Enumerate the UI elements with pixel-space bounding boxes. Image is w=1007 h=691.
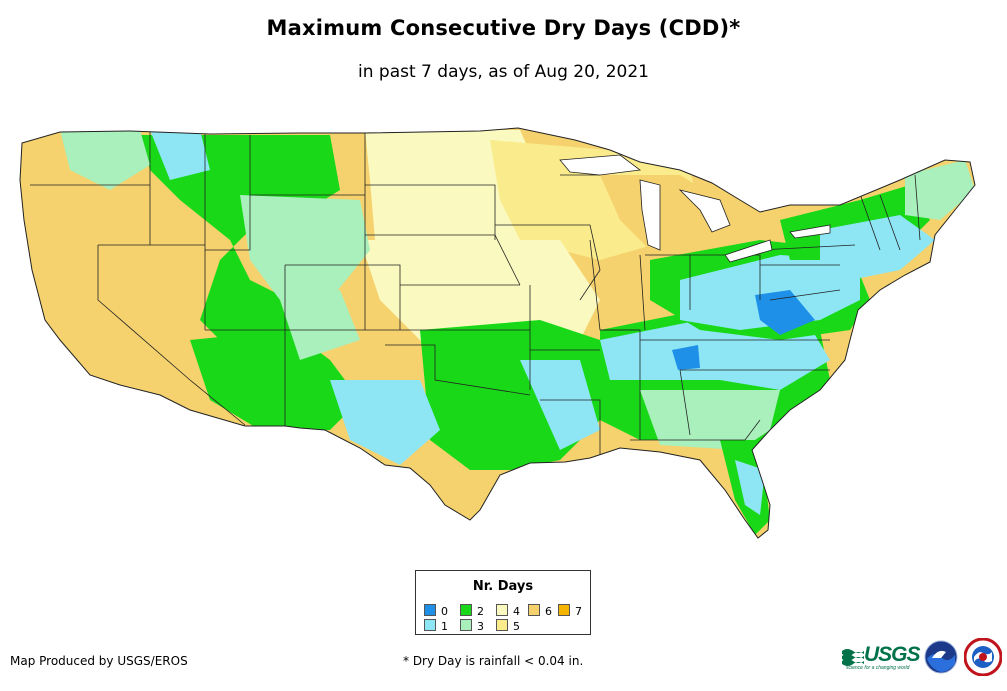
usgs-tagline: science for a changing world xyxy=(846,665,910,671)
footnote-text: * Dry Day is rainfall < 0.04 in. xyxy=(403,654,584,668)
legend-swatch xyxy=(496,604,508,616)
legend-item-2: 2 xyxy=(460,604,484,618)
nws-logo-icon xyxy=(964,638,1002,676)
usgs-wordmark: USGS xyxy=(864,643,921,666)
legend-label: 5 xyxy=(513,620,520,633)
legend-label: 4 xyxy=(513,605,520,618)
legend-swatch xyxy=(558,604,570,616)
legend-swatch xyxy=(496,619,508,631)
legend-label: 0 xyxy=(441,605,448,618)
legend-label: 1 xyxy=(441,620,448,633)
legend-item-0: 0 xyxy=(424,604,448,618)
legend-swatch xyxy=(424,604,436,616)
legend-item-6: 6 xyxy=(528,604,552,618)
legend-title: Nr. Days xyxy=(472,579,534,594)
legend-item-3: 3 xyxy=(460,619,484,633)
usgs-wave-icon xyxy=(842,649,864,666)
legend-item-1: 1 xyxy=(424,619,448,633)
usgs-logo: USGS science for a changing world xyxy=(842,642,921,672)
legend-label: 7 xyxy=(575,605,582,618)
legend-label: 6 xyxy=(545,605,552,618)
map-title: Maximum Consecutive Dry Days (CDD)* xyxy=(266,16,741,40)
legend-swatch xyxy=(528,604,540,616)
legend-label: 3 xyxy=(477,620,484,633)
legend-item-5: 5 xyxy=(496,619,520,633)
noaa-logo-icon xyxy=(924,640,958,674)
map-subtitle: in past 7 days, as of Aug 20, 2021 xyxy=(358,62,649,82)
cdd-map xyxy=(19,127,976,539)
legend-label: 2 xyxy=(477,605,484,618)
credit-text: Map Produced by USGS/EROS xyxy=(10,654,188,668)
legend-swatch xyxy=(424,619,436,631)
legend-swatch xyxy=(460,619,472,631)
legend-item-4: 4 xyxy=(496,604,520,618)
legend: Nr. Days 0 2 4 6 7 1 3 5 xyxy=(415,570,591,635)
legend-item-7: 7 xyxy=(558,604,582,618)
legend-swatch xyxy=(460,604,472,616)
